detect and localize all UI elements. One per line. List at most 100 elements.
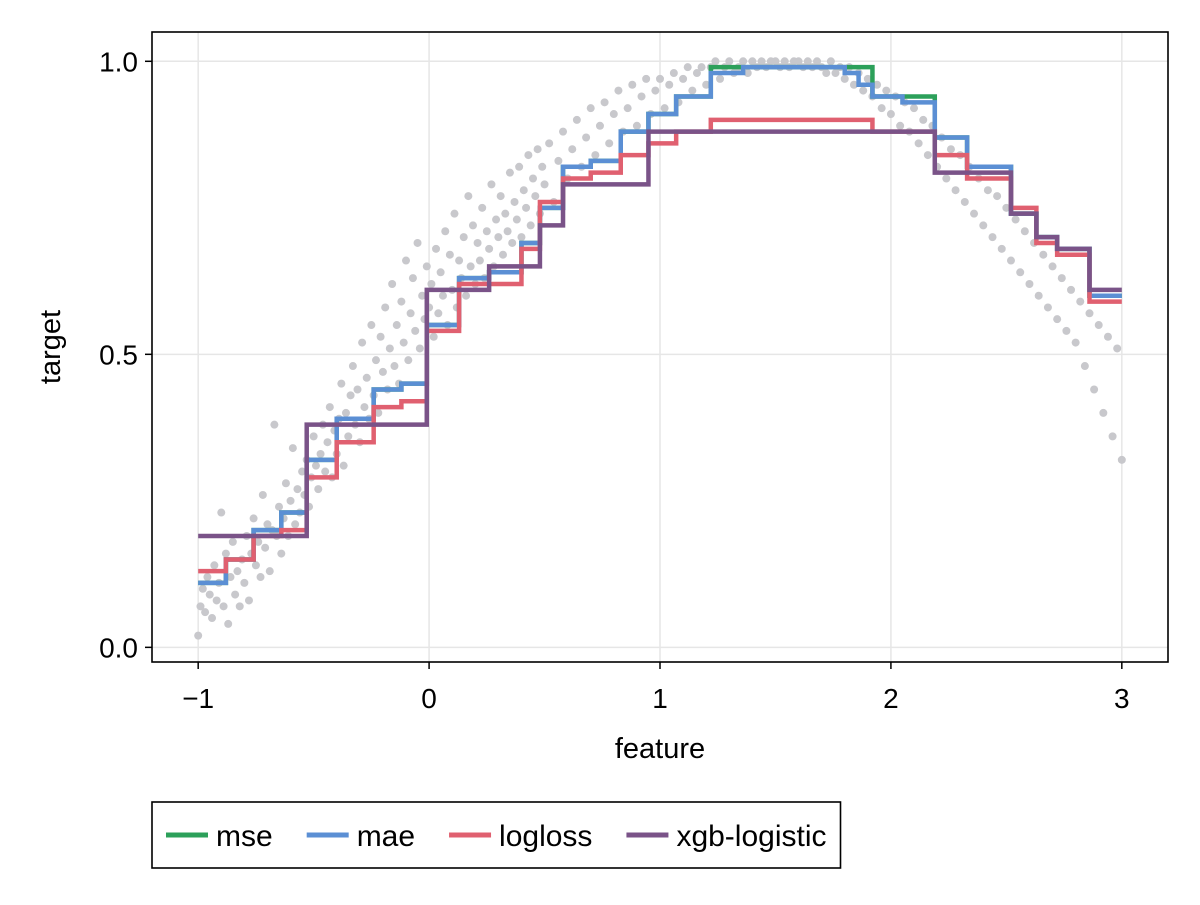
scatter-point: [309, 432, 318, 441]
scatter-point: [1016, 268, 1025, 277]
scatter-point: [392, 321, 401, 330]
scatter-point: [348, 362, 357, 371]
scatter-point: [946, 145, 955, 154]
scatter-point: [221, 549, 230, 558]
scatter-point: [339, 461, 348, 470]
scatter-point: [293, 485, 302, 494]
scatter-point: [1067, 285, 1076, 294]
scatter-point: [559, 127, 568, 136]
scatter-point: [1057, 274, 1066, 283]
scatter-point: [1025, 280, 1034, 288]
scatter-point: [702, 80, 711, 89]
legend: mse mae logloss xgb-logistic: [151, 801, 842, 869]
scatter-point: [595, 121, 604, 130]
scatter-point: [665, 80, 674, 89]
scatter-point: [411, 326, 420, 335]
scatter-point: [390, 362, 399, 371]
scatter-point: [882, 86, 891, 95]
scatter-point: [473, 238, 482, 247]
scatter-point: [240, 578, 249, 587]
legend-label-mae: mae: [357, 820, 415, 853]
scatter-point: [1076, 297, 1085, 306]
scatter-point: [418, 291, 427, 300]
scatter-point: [288, 444, 297, 453]
scatter-point: [406, 309, 415, 318]
scatter-point: [367, 321, 376, 330]
scatter-point: [217, 508, 226, 517]
x-tick-label: 2: [883, 683, 899, 714]
scatter-point: [628, 80, 637, 89]
scatter-point: [344, 432, 353, 441]
scatter-point: [208, 614, 217, 623]
scatter-point: [436, 268, 445, 277]
scatter-point: [642, 74, 651, 83]
scatter-point: [849, 80, 858, 89]
scatter-point: [526, 221, 535, 230]
scatter-point: [757, 57, 766, 66]
series-lines: [198, 64, 1122, 586]
scatter-point: [413, 238, 422, 247]
scatter-point: [415, 344, 424, 353]
scatter-point: [341, 408, 350, 417]
scatter-point: [997, 244, 1006, 253]
scatter-point: [503, 227, 512, 236]
scatter-point: [688, 86, 697, 95]
scatter-point: [1006, 256, 1015, 265]
scatter-point: [863, 74, 872, 83]
scatter-point: [196, 602, 205, 611]
scatter-point: [450, 209, 459, 218]
scatter-point: [277, 549, 286, 558]
scatter-point: [462, 291, 471, 300]
scatter-point: [261, 543, 270, 552]
scatter-point: [533, 145, 542, 154]
scatter-point: [983, 186, 992, 195]
scatter-point: [381, 303, 390, 312]
scatter-point: [198, 584, 207, 593]
scatter-point: [404, 356, 413, 365]
scatter-point: [337, 379, 346, 388]
x-tick-label: 0: [421, 683, 437, 714]
scatter-point: [231, 590, 240, 599]
scatter-point: [515, 162, 524, 171]
scatter-point: [748, 57, 757, 66]
scatter-point: [427, 280, 436, 288]
scatter-point: [517, 233, 526, 242]
scatter-point: [434, 309, 443, 318]
scatter-point: [492, 215, 501, 224]
scatter-point: [831, 69, 840, 78]
scatter-point: [524, 151, 533, 160]
scatter-point: [1113, 344, 1122, 353]
scatter-point: [697, 63, 706, 72]
scatter-point: [346, 391, 355, 400]
scatter-point: [568, 145, 577, 154]
scatter-point: [438, 291, 447, 300]
scatter-point: [637, 92, 646, 101]
scatter-point: [1117, 455, 1126, 464]
scatter-point: [291, 520, 300, 529]
scatter-point: [353, 385, 362, 394]
scatter-point: [376, 332, 385, 341]
scatter-point: [554, 156, 563, 165]
scatter-point: [325, 403, 334, 412]
scatter-point: [498, 250, 507, 259]
series-line-xgb-logistic: [198, 129, 1122, 539]
scatter-point: [358, 338, 367, 347]
grid: [152, 32, 1168, 662]
scatter-point: [265, 567, 274, 576]
scatter-point: [194, 631, 203, 640]
scatter-point: [205, 590, 214, 599]
scatter-point: [311, 461, 320, 470]
scatter-point: [522, 203, 531, 212]
scatter-point: [258, 490, 267, 499]
x-tick-label: 3: [1114, 683, 1130, 714]
axis-ticks: −1 0 1 2 3 0.0 0.5 1.0: [99, 46, 1130, 714]
scatter-point: [298, 467, 307, 476]
scatter-point: [951, 186, 960, 195]
scatter-point: [582, 133, 591, 142]
scatter-point: [224, 619, 233, 628]
scatter-point: [468, 221, 477, 230]
scatter-point: [679, 74, 688, 83]
x-tick-label: 1: [652, 683, 668, 714]
